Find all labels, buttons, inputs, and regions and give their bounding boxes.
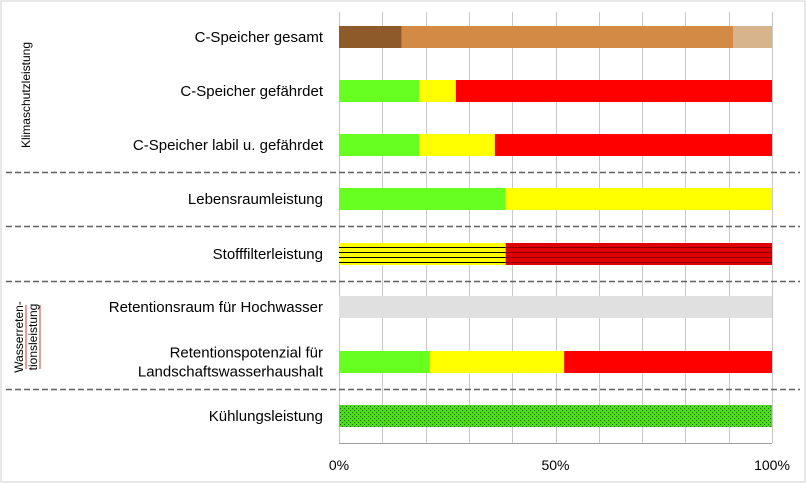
- x-tick-label: 100%: [754, 457, 790, 473]
- bar-segment-2-2: [494, 134, 772, 156]
- category-label: Retentionspotenzial für: [170, 345, 323, 362]
- group-labels: Klimaschutzleistung Wasserreten-tionsleis…: [12, 42, 41, 373]
- x-tick-label: 0%: [329, 457, 349, 473]
- bar-segment-5-0: [339, 296, 772, 318]
- bar-segment-6-2: [564, 351, 772, 373]
- group-label-wasserretention: Wasserreten-: [12, 301, 26, 373]
- bar-segment-6-1: [429, 351, 565, 373]
- bar-segment-2-1: [419, 134, 495, 156]
- bar-segment-3-1: [505, 188, 772, 210]
- group-label-klimaschutz: Klimaschutzleistung: [19, 42, 33, 148]
- category-label: C-Speicher gefährdet: [180, 83, 323, 100]
- category-label: Landschaftswasserhaushalt: [138, 364, 324, 381]
- bar-segment-4-0: [339, 243, 506, 265]
- category-labels: C-Speicher gesamt C-Speicher gefährdet C-S…: [109, 29, 324, 425]
- bar-segment-1-2: [455, 80, 772, 102]
- bars: [339, 26, 772, 427]
- bar-segment-6-0: [339, 351, 430, 373]
- category-label: C-Speicher gesamt: [195, 29, 324, 46]
- category-label: Stofffilterleistung: [213, 246, 323, 263]
- bar-segment-1-1: [419, 80, 456, 102]
- x-tick-label: 50%: [541, 457, 569, 473]
- bar-segment-7-0: [339, 405, 772, 427]
- category-label: Retentionsraum für Hochwasser: [109, 299, 323, 316]
- bar-segment-2-0: [339, 134, 420, 156]
- category-label: C-Speicher labil u. gefährdet: [133, 137, 324, 154]
- x-axis: 0% 50% 100%: [329, 443, 790, 473]
- group-label-wasserretention: tionsleistung: [26, 304, 40, 371]
- group-separators: [6, 171, 800, 391]
- category-label: Kühlungsleistung: [209, 408, 323, 425]
- bar-segment-4-1: [505, 243, 772, 265]
- bar-segment-0-0: [339, 26, 402, 48]
- bar-segment-0-1: [401, 26, 734, 48]
- bar-segment-3-0: [339, 188, 506, 210]
- bar-segment-1-0: [339, 80, 420, 102]
- category-label: Lebensraumleistung: [188, 191, 323, 208]
- bar-segment-0-2: [733, 26, 772, 48]
